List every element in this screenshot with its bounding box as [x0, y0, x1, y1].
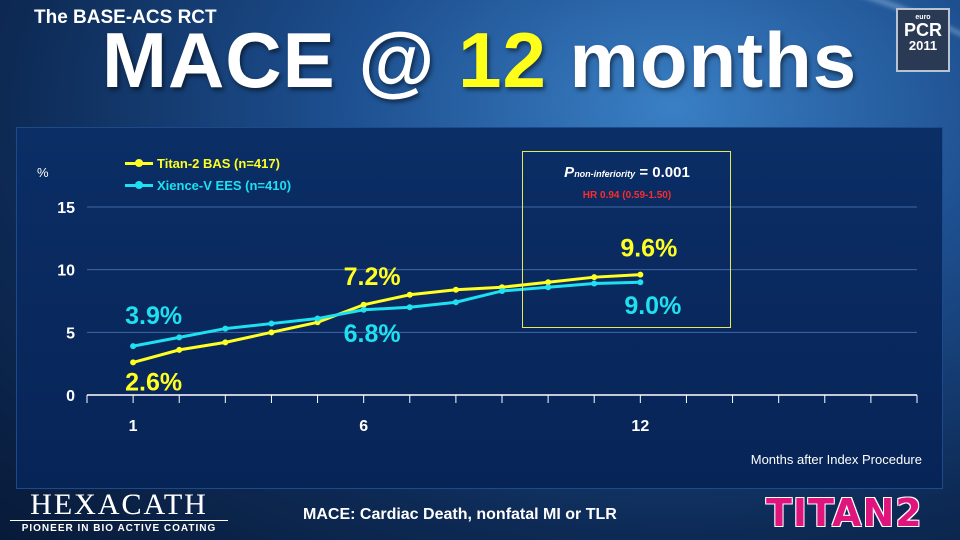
p-value-number: = 0.001	[635, 164, 690, 181]
y-tick-label: 5	[66, 325, 75, 342]
y-tick-label: 10	[57, 263, 75, 280]
data-point	[268, 320, 275, 327]
data-point	[176, 334, 183, 341]
data-point	[637, 279, 644, 286]
title-post: months	[546, 16, 858, 104]
data-point	[314, 315, 321, 322]
data-point	[591, 274, 598, 281]
p-subscript: non-inferiority	[574, 169, 636, 179]
title-pre: MACE @	[102, 16, 459, 104]
legend-item-titan: Titan-2 BAS (n=417)	[125, 152, 291, 174]
data-point	[222, 325, 229, 332]
trial-name: The BASE-ACS RCT	[34, 7, 217, 28]
data-point	[637, 271, 644, 278]
data-label: 9.6%	[620, 235, 677, 263]
title-highlight: 12	[458, 16, 547, 104]
chart-annotations: 3.9% 2.6% 7.2% 6.8% 9.6% 9.0%	[125, 235, 681, 397]
hexacath-logo: HEXACATH PIONEER IN BIO ACTIVE COATING	[10, 490, 228, 534]
line-chart: 0 5 10 15% 1 6 12 3.9% 2.6% 7.2% 6.8% 9.6% 9.0%	[37, 165, 918, 435]
data-point	[452, 286, 459, 293]
chart-grid	[87, 206, 917, 396]
europcr-logo: euro PCR 2011	[896, 8, 950, 72]
hexacath-tagline: PIONEER IN BIO ACTIVE COATING	[10, 520, 228, 534]
data-point	[360, 301, 367, 308]
x-tick-label: 6	[359, 418, 368, 435]
x-tick-label: 12	[631, 418, 649, 435]
legend-label: Titan-2 BAS (n=417)	[157, 155, 280, 171]
p-symbol: P	[564, 164, 575, 181]
data-point	[499, 287, 505, 294]
data-point	[130, 359, 137, 366]
logo-year-text: 2011	[908, 38, 938, 53]
data-point	[268, 329, 275, 336]
data-label: 6.8%	[344, 320, 401, 348]
chart-legend: Titan-2 BAS (n=417) Xience-V EES (n=410)	[125, 152, 291, 196]
logo-pcr-text: PCR	[903, 20, 942, 40]
p-value: Pnon-inferiority = 0.001	[542, 164, 712, 181]
data-point	[176, 346, 183, 353]
legend-swatch	[125, 180, 153, 190]
footer-definition: MACE: Cardiac Death, nonfatal MI or TLR	[303, 506, 617, 523]
series-line-titan	[132, 273, 641, 364]
hazard-ratio: HR 0.94 (0.59-1.50)	[582, 190, 672, 201]
hexacath-name: HEXACATH	[10, 490, 228, 520]
data-label: 7.2%	[344, 263, 401, 291]
legend-item-xience: Xience-V EES (n=410)	[125, 174, 291, 196]
y-axis-label: %	[37, 165, 49, 180]
legend-label: Xience-V EES (n=410)	[157, 177, 292, 193]
data-point	[222, 339, 229, 346]
data-point	[406, 291, 413, 298]
data-label: 9.0%	[624, 292, 681, 320]
x-axis-label: Months after Index Procedure	[750, 452, 922, 467]
logo-euro-text: euro	[915, 14, 931, 21]
chart-series	[130, 271, 644, 366]
data-label: 3.9%	[125, 302, 182, 330]
data-point	[545, 279, 552, 286]
data-point	[130, 343, 137, 350]
data-point	[406, 304, 413, 311]
y-tick-label: 0	[66, 388, 75, 405]
noninferiority-box	[522, 151, 731, 328]
data-point	[360, 306, 367, 313]
series-line-xience	[132, 280, 641, 348]
data-point	[545, 284, 552, 291]
chart-axes: 0 5 10 15% 1 6 12	[37, 165, 918, 435]
data-label: 2.6%	[125, 368, 182, 396]
chart-panel: 0 5 10 15% 1 6 12 3.9% 2.6% 7.2% 6.8% 9.6% 9.0% Tit…	[16, 127, 943, 489]
legend-swatch	[125, 158, 153, 168]
titan2-logo: TITAN2	[766, 491, 923, 535]
data-point	[591, 280, 598, 287]
y-tick-label: 15	[57, 200, 75, 217]
data-point	[452, 299, 459, 306]
x-tick-label: 1	[129, 418, 138, 435]
slide-title: MACE @ 12 months	[102, 16, 858, 104]
